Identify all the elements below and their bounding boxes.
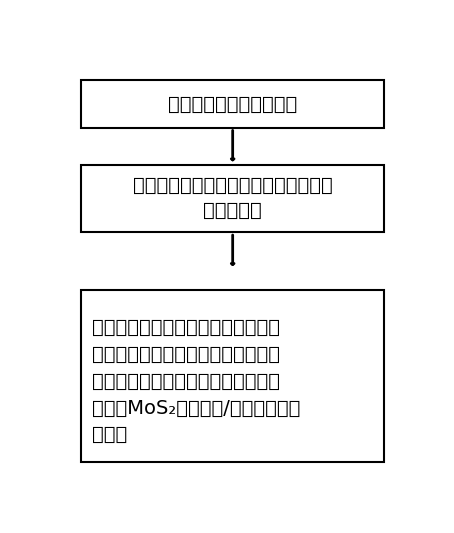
Text: 粉末为前驱体，共同置放于真空三温: 粉末为前驱体，共同置放于真空三温 [92, 345, 280, 364]
Text: 区管式炉中，退火生长得到超薄二硫: 区管式炉中，退火生长得到超薄二硫 [92, 372, 280, 391]
Text: 湿化学法对硅片进行清洗: 湿化学法对硅片进行清洗 [168, 94, 297, 114]
Text: 结结构: 结结构 [92, 425, 127, 444]
Bar [81, 80, 384, 127]
Text: 通过金属纳米颗粒催化辅助刻蚀制备硅
纳米线阵列: 通过金属纳米颗粒催化辅助刻蚀制备硅 纳米线阵列 [133, 176, 332, 220]
Bar [81, 165, 384, 232]
Bar [81, 290, 384, 462]
Text: 化钼（MoS₂）纳米片/硅纳米线异质: 化钼（MoS₂）纳米片/硅纳米线异质 [92, 399, 300, 417]
Text: 将硅纳米线作为衬底，以氧化钼与硫: 将硅纳米线作为衬底，以氧化钼与硫 [92, 318, 280, 337]
